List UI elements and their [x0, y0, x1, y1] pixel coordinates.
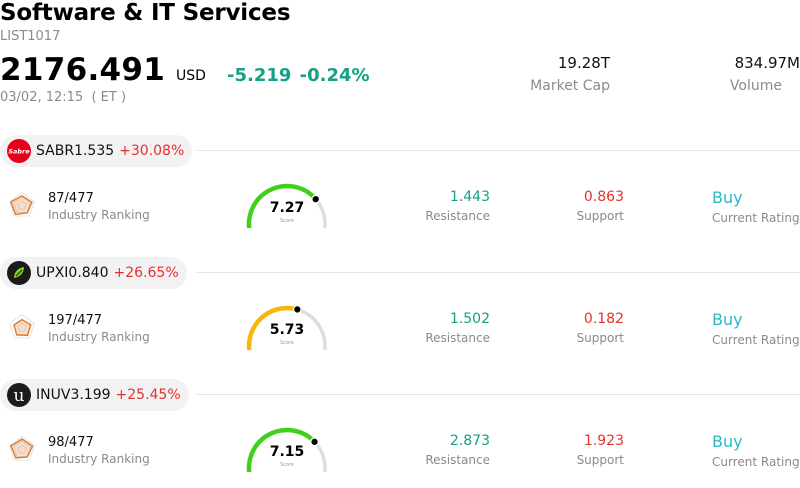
- resistance-label: Resistance: [425, 453, 490, 467]
- support-value: 1.923: [583, 433, 624, 449]
- radar-chart-icon: [7, 190, 37, 220]
- resistance-value: 1.443: [449, 189, 490, 205]
- market-cap-value: 19.28T: [557, 54, 610, 72]
- support-value: 0.182: [583, 311, 624, 327]
- stock-change: +26.65%: [113, 265, 179, 281]
- stock-price: 1.535: [74, 143, 115, 159]
- rating-label: Current Rating: [712, 333, 800, 347]
- ticker-symbol: SABR: [36, 143, 75, 159]
- stock-pill-upxi[interactable]: UPXI 0.840 +26.65%: [0, 257, 187, 289]
- resistance-label: Resistance: [425, 331, 490, 345]
- support-label: Support: [576, 453, 624, 467]
- gauge-marker: [311, 194, 321, 204]
- industry-ranking-label: Industry Ranking: [48, 330, 150, 344]
- score-label: Score: [279, 218, 294, 224]
- company-logo-icon: [7, 261, 31, 285]
- stock-change: +30.08%: [119, 143, 185, 159]
- index-change: -5.219 -0.24%: [227, 65, 370, 86]
- radar-chart-icon: [7, 434, 37, 464]
- timestamp: 03/02, 12:15 ( ET ): [0, 90, 127, 105]
- gauge-marker: [292, 304, 302, 314]
- score-gauge: [243, 180, 331, 238]
- industry-ranking-label: Industry Ranking: [48, 208, 150, 222]
- company-logo-icon: u: [7, 383, 31, 407]
- index-price: 2176.491: [0, 52, 166, 88]
- score-value: 7.15: [269, 444, 305, 460]
- industry-ranking-label: Industry Ranking: [48, 452, 150, 466]
- row-divider: [196, 394, 800, 395]
- support-label: Support: [576, 331, 624, 345]
- rating-label: Current Rating: [712, 455, 800, 469]
- currency-label: USD: [176, 68, 206, 84]
- stock-price: 3.199: [70, 387, 111, 403]
- score-value: 5.73: [269, 322, 305, 338]
- resistance-label: Resistance: [425, 209, 490, 223]
- score-gauge: [243, 302, 331, 360]
- radar-chart-icon: [7, 312, 37, 342]
- rating-label: Current Rating: [712, 211, 800, 225]
- market-cap-label: Market Cap: [530, 78, 610, 94]
- support-value: 0.863: [583, 189, 624, 205]
- score-label: Score: [279, 462, 294, 468]
- industry-ranking-value: 87/477: [48, 191, 94, 206]
- industry-ranking-value: 98/477: [48, 435, 94, 450]
- ticker-symbol: INUV: [36, 387, 71, 403]
- row-divider: [196, 272, 800, 273]
- stock-pill-inuv[interactable]: u INUV 3.199 +25.45%: [0, 379, 189, 411]
- score-value: 7.27: [269, 200, 305, 216]
- volume-value: 834.97M: [734, 54, 800, 72]
- rating-button[interactable]: Buy: [712, 188, 743, 207]
- company-logo-icon: Sabre: [7, 139, 31, 163]
- support-label: Support: [576, 209, 624, 223]
- stock-pill-sabr[interactable]: Sabre SABR 1.535 +30.08%: [0, 135, 193, 167]
- score-label: Score: [279, 340, 294, 346]
- rating-button[interactable]: Buy: [712, 310, 743, 329]
- index-code: LIST1017: [0, 29, 61, 44]
- svg-text:u: u: [14, 386, 25, 406]
- volume-label: Volume: [729, 78, 782, 94]
- gauge-fill: [246, 305, 300, 360]
- svg-text:Sabre: Sabre: [8, 148, 30, 156]
- row-divider: [196, 150, 800, 151]
- stock-price: 0.840: [68, 265, 109, 281]
- gauge-fill: [246, 427, 317, 482]
- resistance-value: 1.502: [449, 311, 490, 327]
- industry-ranking-value: 197/477: [48, 313, 103, 328]
- page-title: Software & IT Services: [0, 0, 291, 26]
- gauge-fill: [246, 183, 318, 238]
- score-gauge: [243, 424, 331, 482]
- gauge-marker: [310, 437, 319, 447]
- stock-change: +25.45%: [115, 387, 181, 403]
- ticker-symbol: UPXI: [36, 265, 69, 281]
- rating-button[interactable]: Buy: [712, 432, 743, 451]
- resistance-value: 2.873: [449, 433, 490, 449]
